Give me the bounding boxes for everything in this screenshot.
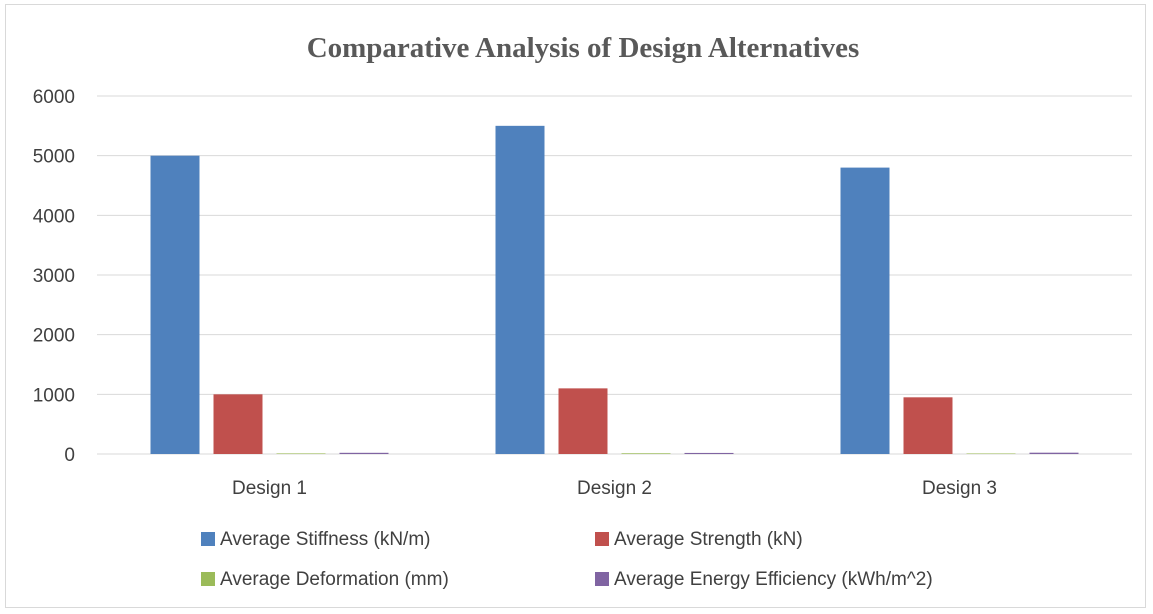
y-tick-label: 2000 [33, 326, 75, 347]
y-tick-label: 0 [64, 445, 75, 466]
y-tick-label: 3000 [33, 266, 75, 287]
x-tick-label: Design 2 [577, 478, 652, 499]
y-tick-label: 1000 [33, 385, 75, 406]
x-tick-label: Design 1 [232, 478, 307, 499]
bar [213, 394, 263, 454]
bar [903, 397, 953, 454]
bars [150, 125, 1079, 454]
bar [495, 125, 545, 454]
bar [1029, 452, 1079, 454]
bar [966, 453, 1016, 454]
y-tick-label: 6000 [33, 87, 75, 108]
legend-swatch [595, 572, 609, 586]
bar [339, 452, 389, 454]
bar [150, 155, 200, 454]
legend-swatch [201, 532, 215, 546]
gridlines [97, 95, 1132, 455]
x-axis: Design 1 Design 2 Design 3 [232, 478, 997, 499]
bar [276, 453, 326, 454]
legend-label: Average Energy Efficiency (kWh/m^2) [614, 569, 933, 590]
bar [621, 453, 671, 454]
legend-label: Average Deformation (mm) [220, 569, 449, 590]
bar [840, 167, 890, 454]
y-tick-label: 5000 [33, 147, 75, 168]
legend-swatch [201, 572, 215, 586]
y-axis: 0 1000 2000 3000 4000 5000 6000 [33, 87, 75, 466]
chart-title: Comparative Analysis of Design Alternati… [307, 32, 860, 64]
legend-label: Average Stiffness (kN/m) [220, 529, 430, 550]
x-tick-label: Design 3 [922, 478, 997, 499]
bar [558, 388, 608, 454]
legend-label: Average Strength (kN) [614, 529, 803, 550]
bar [684, 452, 734, 454]
legend: Average Stiffness (kN/m) Average Strength… [201, 529, 933, 590]
y-tick-label: 4000 [33, 206, 75, 227]
legend-swatch [595, 532, 609, 546]
